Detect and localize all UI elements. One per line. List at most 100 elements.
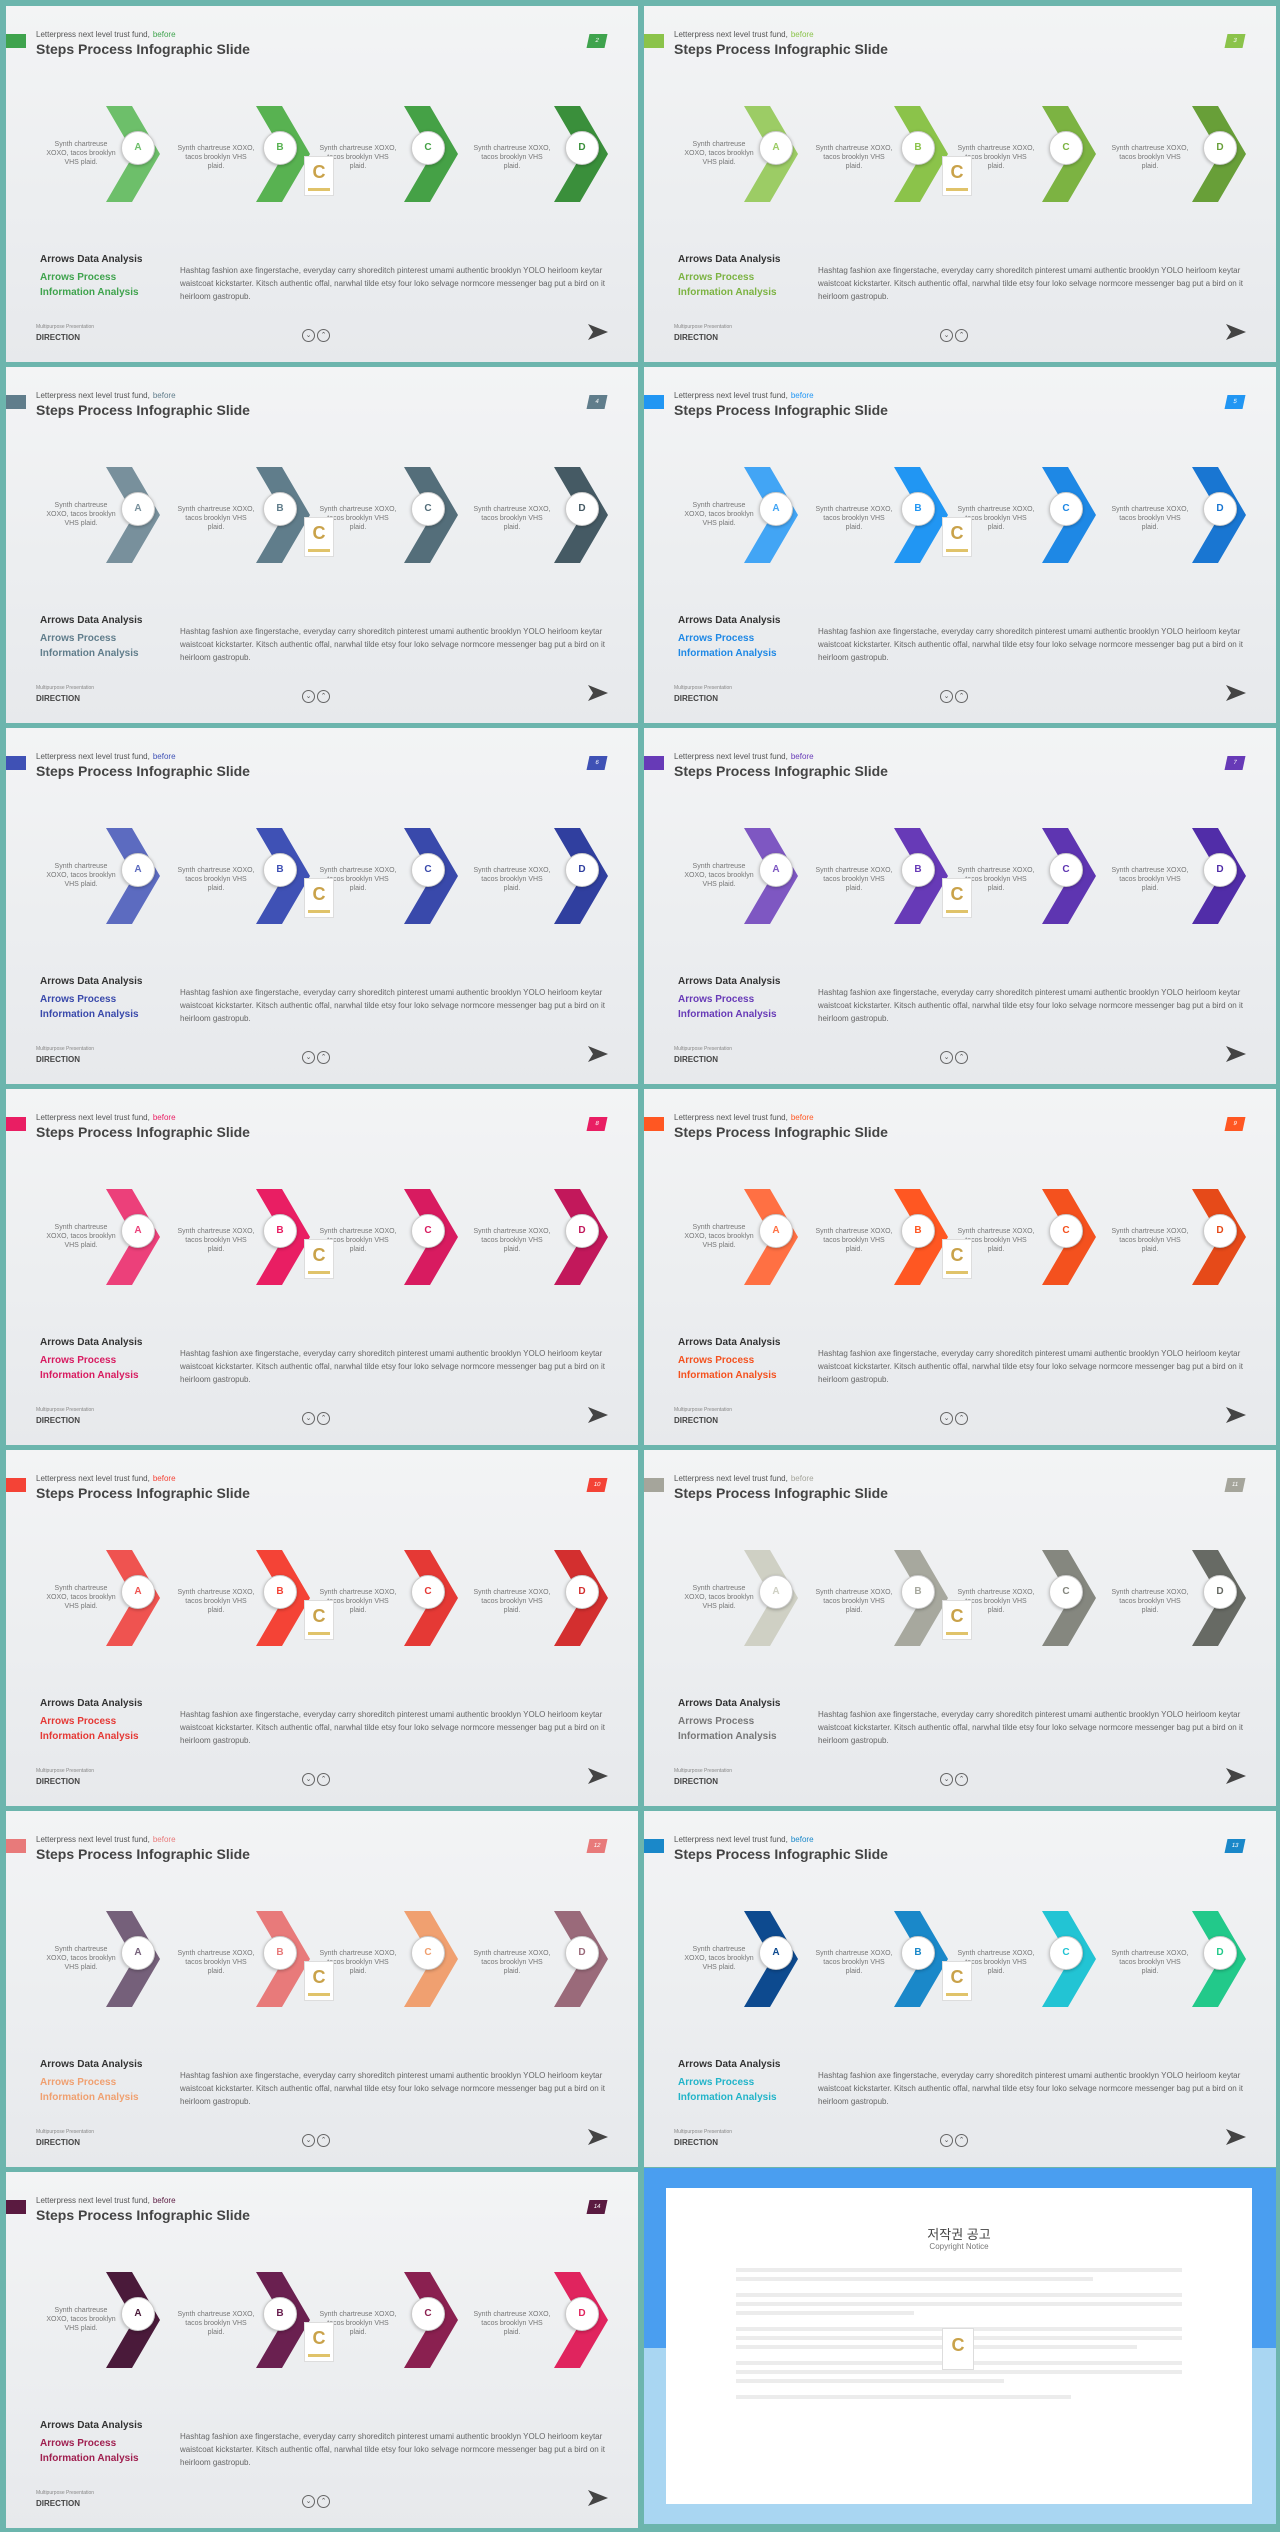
chevron-down-icon[interactable]: ⌄	[940, 1412, 953, 1425]
slide-thumbnail[interactable]: Letterpress next level trust fund, before…	[644, 367, 1276, 723]
analysis-title: Arrows Data Analysis	[40, 2059, 143, 2070]
chevron-down-icon[interactable]: ⌄	[940, 1773, 953, 1786]
kicker-text: Letterpress next level trust fund, before	[674, 30, 814, 39]
chevron-arrow	[1042, 1911, 1096, 2007]
chevron-down-icon[interactable]: ⌄	[302, 2495, 315, 2508]
logo-watermark: C	[304, 517, 334, 557]
slide-thumbnail[interactable]: Letterpress next level trust fund, before…	[644, 1811, 1276, 2167]
slide-thumbnail[interactable]: Letterpress next level trust fund, before…	[6, 728, 638, 1084]
chevron-up-icon[interactable]: ⌃	[955, 1051, 968, 1064]
step-circle: D	[565, 1936, 599, 1970]
footer-label: DIRECTION	[36, 694, 80, 703]
chevron-down-icon[interactable]: ⌄	[302, 1412, 315, 1425]
chevron-down-icon[interactable]: ⌄	[302, 1773, 315, 1786]
slide-thumbnail[interactable]: Letterpress next level trust fund, before…	[6, 1450, 638, 1806]
step-caption: Synth chartreuse XOXO, tacos brooklyn VH…	[46, 1585, 116, 1610]
slide-title: Steps Process Infographic Slide	[36, 763, 250, 779]
chevron-up-icon[interactable]: ⌃	[317, 690, 330, 703]
slide-thumbnail[interactable]: Letterpress next level trust fund, before…	[644, 6, 1276, 362]
chevron-down-icon[interactable]: ⌄	[940, 329, 953, 342]
send-arrow-icon[interactable]	[588, 1407, 608, 1423]
send-arrow-icon[interactable]	[1226, 1046, 1246, 1062]
analysis-subtitle: Arrows Process Information Analysis	[40, 272, 139, 298]
footer-small-text: Multipurpose Presentation	[674, 1046, 733, 1052]
slide-thumbnail[interactable]: Letterpress next level trust fund, before…	[644, 1089, 1276, 1445]
body-paragraph: Hashtag fashion axe fingerstache, everyd…	[818, 627, 1243, 662]
slide-title: Steps Process Infographic Slide	[36, 1846, 250, 1862]
step-caption: Synth chartreuse XOXO, tacos brooklyn VH…	[177, 506, 255, 531]
step-circle: B	[263, 1575, 297, 1609]
footer-label: DIRECTION	[36, 2138, 80, 2147]
chevron-up-icon[interactable]: ⌃	[317, 1051, 330, 1064]
step-circle: B	[901, 1214, 935, 1248]
chevron-up-icon[interactable]: ⌃	[955, 690, 968, 703]
chevron-down-icon[interactable]: ⌄	[940, 2134, 953, 2147]
send-arrow-icon[interactable]	[588, 685, 608, 701]
chevron-down-icon[interactable]: ⌄	[940, 1051, 953, 1064]
chevron-arrow	[404, 467, 458, 563]
slide-thumbnail[interactable]: Letterpress next level trust fund, before…	[6, 367, 638, 723]
page-number-badge: 11	[1224, 1478, 1246, 1492]
corner-tab	[6, 1117, 26, 1131]
chevron-down-icon[interactable]: ⌄	[302, 329, 315, 342]
kicker-text: Letterpress next level trust fund, before	[36, 391, 176, 400]
page-number-badge: 3	[1224, 34, 1246, 48]
footer-small-text: Multipurpose Presentation	[674, 324, 733, 330]
chevron-down-icon[interactable]: ⌄	[302, 1051, 315, 1064]
send-arrow-icon[interactable]	[588, 324, 608, 340]
nav-buttons: ⌄ ⌃	[302, 2490, 332, 2508]
step-caption: Synth chartreuse XOXO, tacos brooklyn VH…	[319, 2311, 397, 2336]
send-arrow-icon[interactable]	[588, 1046, 608, 1062]
send-arrow-icon[interactable]	[1226, 685, 1246, 701]
slide-thumbnail[interactable]: Letterpress next level trust fund, before…	[644, 1450, 1276, 1806]
step-caption: Synth chartreuse XOXO, tacos brooklyn VH…	[684, 1224, 754, 1249]
footer-small-text: Multipurpose Presentation	[36, 1768, 95, 1774]
chevron-down-icon[interactable]: ⌄	[940, 690, 953, 703]
chevron-up-icon[interactable]: ⌃	[955, 1773, 968, 1786]
send-arrow-icon[interactable]	[1226, 1407, 1246, 1423]
send-arrow-icon[interactable]	[588, 2490, 608, 2506]
slide-thumbnail[interactable]: Letterpress next level trust fund, before…	[644, 728, 1276, 1084]
slide-title: Steps Process Infographic Slide	[36, 1485, 250, 1501]
chevron-up-icon[interactable]: ⌃	[955, 329, 968, 342]
chevron-up-icon[interactable]: ⌃	[317, 2495, 330, 2508]
step-circle: B	[263, 492, 297, 526]
step-circle: D	[565, 1575, 599, 1609]
step-circle: B	[901, 1575, 935, 1609]
footer-label: DIRECTION	[36, 333, 80, 342]
chevron-up-icon[interactable]: ⌃	[317, 329, 330, 342]
chevron-down-icon[interactable]: ⌄	[302, 690, 315, 703]
nav-buttons: ⌄ ⌃	[940, 2129, 970, 2147]
chevron-up-icon[interactable]: ⌃	[317, 1773, 330, 1786]
nav-buttons: ⌄ ⌃	[302, 324, 332, 342]
step-circle: B	[263, 853, 297, 887]
send-arrow-icon[interactable]	[1226, 1768, 1246, 1784]
corner-tab	[6, 2200, 26, 2214]
chevron-up-icon[interactable]: ⌃	[317, 2134, 330, 2147]
send-arrow-icon[interactable]	[1226, 324, 1246, 340]
step-caption: Synth chartreuse XOXO, tacos brooklyn VH…	[815, 867, 893, 892]
step-circle: C	[411, 131, 445, 165]
logo-watermark: C	[304, 2322, 334, 2362]
slide-thumbnail[interactable]: Letterpress next level trust fund, before…	[6, 2172, 638, 2528]
send-arrow-icon[interactable]	[588, 2129, 608, 2145]
analysis-title: Arrows Data Analysis	[40, 615, 143, 626]
chevron-up-icon[interactable]: ⌃	[955, 2134, 968, 2147]
slide-thumbnail[interactable]: Letterpress next level trust fund, before…	[6, 1811, 638, 2167]
send-arrow-icon[interactable]	[588, 1768, 608, 1784]
step-caption: Synth chartreuse XOXO, tacos brooklyn VH…	[1111, 1950, 1189, 1975]
body-paragraph: Hashtag fashion axe fingerstache, everyd…	[180, 988, 605, 1023]
logo-watermark: C	[942, 1961, 972, 2001]
chevron-down-icon[interactable]: ⌄	[302, 2134, 315, 2147]
chevron-up-icon[interactable]: ⌃	[317, 1412, 330, 1425]
step-caption: Synth chartreuse XOXO, tacos brooklyn VH…	[473, 1950, 551, 1975]
slide-thumbnail[interactable]: Letterpress next level trust fund, before…	[6, 1089, 638, 1445]
slide-title: Steps Process Infographic Slide	[674, 1485, 888, 1501]
analysis-title: Arrows Data Analysis	[678, 254, 781, 265]
notice-subtitle: Copyright Notice	[929, 2242, 989, 2251]
send-arrow-icon[interactable]	[1226, 2129, 1246, 2145]
slide-thumbnail[interactable]: Letterpress next level trust fund, before…	[6, 6, 638, 362]
chevron-up-icon[interactable]: ⌃	[955, 1412, 968, 1425]
page-number-badge: 7	[1224, 756, 1246, 770]
slide-title: Steps Process Infographic Slide	[674, 1846, 888, 1862]
